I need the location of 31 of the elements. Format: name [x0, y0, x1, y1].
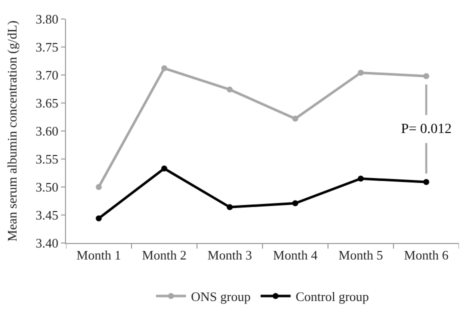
x-tick-label: Month 6 — [404, 248, 449, 263]
point — [292, 116, 298, 122]
x-tick-label: Month 1 — [76, 248, 121, 263]
y-tick-label: 3.50 — [36, 180, 58, 195]
point — [358, 176, 364, 182]
point — [226, 86, 233, 93]
y-tick-label: 3.60 — [36, 124, 58, 139]
point — [423, 73, 430, 80]
legend-label: ONS group — [191, 289, 251, 304]
point — [423, 178, 430, 185]
x-tick-label: Month 2 — [142, 248, 186, 263]
point — [226, 204, 233, 210]
point — [161, 65, 168, 72]
point — [358, 70, 364, 76]
y-tick-label: 3.80 — [36, 12, 58, 27]
annotation: P= 0.012 — [401, 122, 452, 137]
point — [292, 200, 298, 206]
y-tick-label: 3.55 — [36, 152, 58, 167]
x-tick-label: Month 4 — [273, 248, 318, 263]
point — [96, 184, 102, 190]
y-tick-label: 3.45 — [36, 208, 58, 223]
y-tick-label: 3.65 — [36, 96, 58, 111]
y-tick-label: 3.70 — [36, 68, 58, 83]
y-axis-title: Mean serum albumin concentration (g/dL) — [4, 20, 20, 242]
x-tick-label: Month 3 — [208, 248, 252, 263]
point — [161, 166, 168, 172]
legend-label: Control group — [296, 289, 369, 304]
x-tick-label: Month 5 — [338, 248, 383, 263]
y-tick-label: 3.40 — [36, 236, 58, 251]
point — [96, 215, 102, 222]
y-tick-label: 3.75 — [36, 40, 58, 55]
